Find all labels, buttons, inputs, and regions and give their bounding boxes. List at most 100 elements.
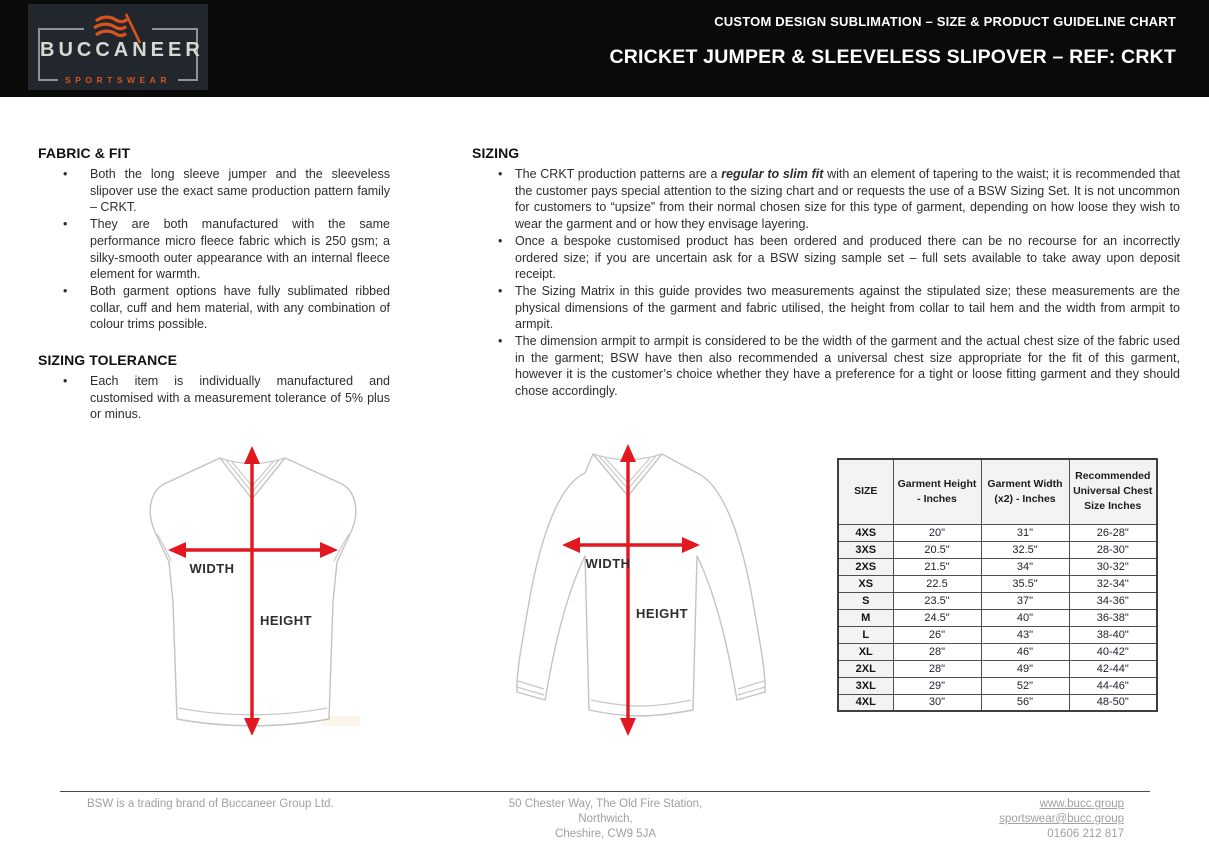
size-row: 2XS 21.5" 34" 30-32" bbox=[837, 557, 1158, 576]
size-value: 26" bbox=[892, 625, 982, 644]
column-header: Garment Width (x2) - Inches bbox=[980, 458, 1070, 525]
fabric-fit-heading: FABRIC & FIT bbox=[38, 145, 131, 161]
document-title: CRICKET JUMPER & SLEEVELESS SLIPOVER – R… bbox=[609, 46, 1176, 68]
width-label: WIDTH bbox=[189, 561, 234, 576]
size-row: 4XS 20" 31" 26-28" bbox=[837, 523, 1158, 542]
size-value: 49" bbox=[980, 659, 1070, 678]
size-value: 32.5" bbox=[980, 540, 1070, 559]
size-label: L bbox=[837, 625, 894, 644]
jumper-diagram: WIDTH HEIGHT bbox=[500, 438, 785, 742]
footer: BSW is a trading brand of Buccaneer Grou… bbox=[60, 791, 1150, 842]
size-label: XL bbox=[837, 642, 894, 661]
width-arrow bbox=[168, 542, 338, 558]
phone-number: 01606 212 817 bbox=[1047, 828, 1125, 840]
logo-brand-text: BUCCANEER bbox=[40, 39, 204, 61]
size-value: 43" bbox=[980, 625, 1070, 644]
bullet-item: Once a bespoke customised product has be… bbox=[472, 233, 1180, 283]
size-value: 21.5" bbox=[892, 557, 982, 576]
sizing-heading: SIZING bbox=[472, 145, 520, 161]
size-row: 3XS 20.5" 32.5" 28-30" bbox=[837, 540, 1158, 559]
logo-frame: BUCCANEER SPORTSWEAR bbox=[38, 12, 204, 85]
size-value: 26-28" bbox=[1068, 523, 1158, 542]
address-line: Cheshire, CW9 5JA bbox=[555, 828, 656, 840]
website-link[interactable]: www.bucc.group bbox=[1039, 798, 1125, 810]
size-value: 22.5 bbox=[892, 574, 982, 593]
size-value: 34" bbox=[980, 557, 1070, 576]
logo-sub-text: SPORTSWEAR bbox=[58, 75, 178, 85]
size-value: 28" bbox=[892, 659, 982, 678]
column-header: Garment Height - Inches bbox=[892, 458, 982, 525]
bullet-item: The Sizing Matrix in this guide provides… bbox=[472, 283, 1180, 333]
bullet-item: The CRKT production patterns are a regul… bbox=[472, 166, 1180, 233]
height-arrow bbox=[620, 444, 636, 736]
width-label: WIDTH bbox=[585, 556, 630, 571]
size-row: 3XL 29" 52" 44-46" bbox=[837, 676, 1158, 695]
size-label: 2XL bbox=[837, 659, 894, 678]
address-line: 50 Chester Way, The Old Fire Station, bbox=[508, 798, 703, 810]
size-value: 24.5" bbox=[892, 608, 982, 627]
bullet-item: The dimension armpit to armpit is consid… bbox=[472, 333, 1180, 400]
size-value: 40-42" bbox=[1068, 642, 1158, 661]
column-header: Recommended Universal Chest Size Inches bbox=[1068, 458, 1158, 525]
size-row: XS 22.5 35.5" 32-34" bbox=[837, 574, 1158, 593]
size-row: L 26" 43" 38-40" bbox=[837, 625, 1158, 644]
size-value: 30-32" bbox=[1068, 557, 1158, 576]
size-table: SIZE Garment Height - Inches Garment Width… bbox=[837, 458, 1158, 712]
watermark bbox=[322, 716, 360, 726]
size-label: M bbox=[837, 608, 894, 627]
sizing-tolerance-bullets: Each item is individually manufactured a… bbox=[38, 373, 390, 423]
size-label: 2XS bbox=[837, 557, 894, 576]
sizing-tolerance-heading: SIZING TOLERANCE bbox=[38, 352, 178, 369]
bullet-item: Each item is individually manufactured a… bbox=[38, 373, 390, 423]
size-row: S 23.5" 37" 34-36" bbox=[837, 591, 1158, 610]
size-value: 56" bbox=[980, 693, 1070, 712]
size-value: 52" bbox=[980, 676, 1070, 695]
document-subtitle: CUSTOM DESIGN SUBLIMATION – SIZE & PRODU… bbox=[714, 14, 1176, 29]
footer-trading-note: BSW is a trading brand of Buccaneer Grou… bbox=[87, 798, 334, 810]
footer-contact: www.bucc.group sportswear@bucc.group 016… bbox=[702, 797, 1150, 842]
size-row: XL 28" 46" 40-42" bbox=[837, 642, 1158, 661]
size-value: 31" bbox=[980, 523, 1070, 542]
size-value: 28-30" bbox=[1068, 540, 1158, 559]
size-value: 20.5" bbox=[892, 540, 982, 559]
size-value: 44-46" bbox=[1068, 676, 1158, 695]
size-value: 32-34" bbox=[1068, 574, 1158, 593]
footer-address: 50 Chester Way, The Old Fire Station, No… bbox=[509, 797, 702, 842]
size-label: 3XS bbox=[837, 540, 894, 559]
sizing-bullets: The CRKT production patterns are a regul… bbox=[472, 166, 1180, 400]
email-link[interactable]: sportswear@bucc.group bbox=[999, 813, 1125, 825]
height-arrow bbox=[244, 446, 260, 735]
size-row: 2XL 28" 49" 42-44" bbox=[837, 659, 1158, 678]
size-value: 28" bbox=[892, 642, 982, 661]
column-header: SIZE bbox=[837, 458, 894, 525]
left-column: FABRIC & FIT Both the long sleeve jumper… bbox=[38, 145, 390, 423]
height-label: HEIGHT bbox=[636, 606, 688, 621]
height-label: HEIGHT bbox=[260, 613, 312, 628]
width-arrow bbox=[562, 537, 700, 553]
size-row: 4XL 30" 56" 48-50" bbox=[837, 693, 1158, 712]
size-value: 34-36" bbox=[1068, 591, 1158, 610]
size-value: 29" bbox=[892, 676, 982, 695]
bullet-item: They are both manufactured with the same… bbox=[38, 216, 390, 283]
slipover-diagram: WIDTH HEIGHT bbox=[130, 442, 375, 735]
right-column: SIZING The CRKT production patterns are … bbox=[472, 145, 1180, 400]
size-label: 4XS bbox=[837, 523, 894, 542]
size-value: 37" bbox=[980, 591, 1070, 610]
size-value: 40" bbox=[980, 608, 1070, 627]
flag-icon bbox=[84, 12, 152, 46]
size-value: 20" bbox=[892, 523, 982, 542]
size-label: XS bbox=[837, 574, 894, 593]
size-value: 42-44" bbox=[1068, 659, 1158, 678]
bullet-item: Both garment options have fully sublimat… bbox=[38, 283, 390, 333]
size-value: 36-38" bbox=[1068, 608, 1158, 627]
bullet-item: Both the long sleeve jumper and the slee… bbox=[38, 166, 390, 216]
size-row: M 24.5" 40" 36-38" bbox=[837, 608, 1158, 627]
size-value: 38-40" bbox=[1068, 625, 1158, 644]
header-bar: BUCCANEER SPORTSWEAR CUSTOM DESIGN SUBLI… bbox=[0, 0, 1209, 97]
size-label: 3XL bbox=[837, 676, 894, 695]
size-value: 30" bbox=[892, 693, 982, 712]
size-value: 46" bbox=[980, 642, 1070, 661]
buccaneer-logo: BUCCANEER SPORTSWEAR bbox=[28, 4, 208, 90]
size-value: 48-50" bbox=[1068, 693, 1158, 712]
